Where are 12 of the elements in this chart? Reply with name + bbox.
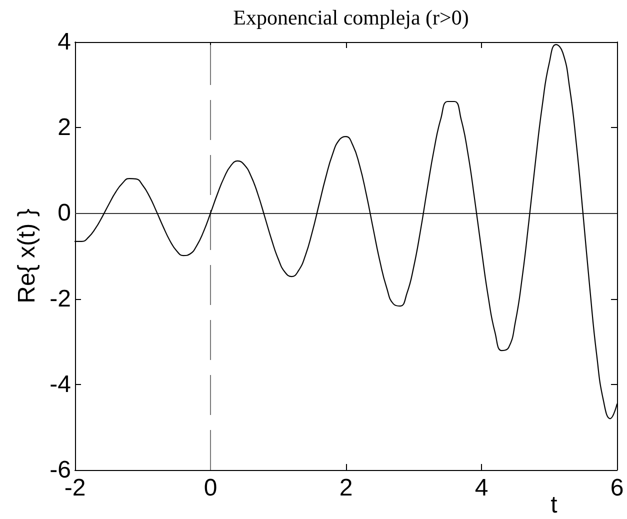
y-tick-label: -4 (50, 370, 71, 398)
y-axis-title: Re{ x(t) } (13, 208, 40, 304)
y-tick-label: 2 (58, 114, 71, 142)
y-tick-label: -2 (50, 285, 71, 312)
x-tick-label: 6 (610, 474, 624, 502)
y-tick-label: 0 (58, 200, 71, 227)
x-tick-label: 4 (474, 474, 488, 502)
x-axis-title: t (550, 492, 558, 518)
chart-title: Exponencial compleja (r>0) (233, 6, 469, 30)
x-tick-label: 2 (339, 474, 353, 502)
y-tick-label: 4 (58, 28, 71, 56)
x-tick-label: 0 (204, 474, 218, 502)
